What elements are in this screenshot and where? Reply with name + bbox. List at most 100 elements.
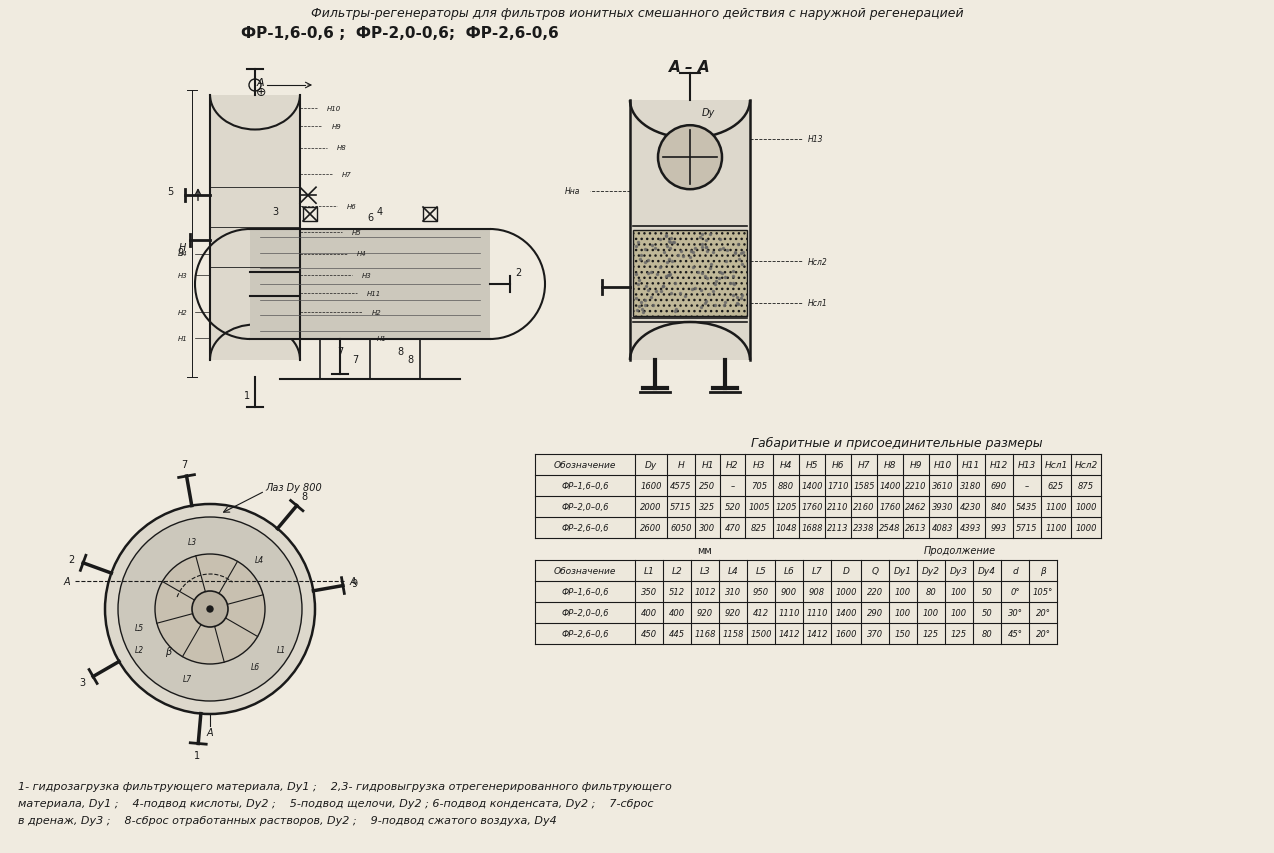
Text: 920: 920: [697, 608, 713, 618]
Text: 125: 125: [950, 630, 967, 638]
Text: 250: 250: [699, 481, 716, 490]
Text: 2613: 2613: [906, 524, 926, 532]
Text: Dy: Dy: [702, 107, 715, 118]
Text: 350: 350: [641, 588, 657, 596]
Text: А – А: А – А: [669, 61, 711, 75]
Text: 875: 875: [1078, 481, 1094, 490]
Text: 1710: 1710: [827, 481, 848, 490]
Text: H1: H1: [178, 336, 189, 342]
Text: 3: 3: [271, 206, 278, 217]
Text: ФР–2,0–0,6: ФР–2,0–0,6: [562, 502, 609, 512]
Text: –: –: [730, 481, 735, 490]
Text: A: A: [64, 577, 70, 586]
Text: Dy3: Dy3: [950, 566, 968, 575]
Text: A: A: [349, 577, 357, 586]
Text: 900: 900: [781, 588, 798, 596]
Circle shape: [206, 606, 213, 612]
Text: 1688: 1688: [801, 524, 823, 532]
Text: 5: 5: [167, 187, 173, 197]
Text: 5715: 5715: [1017, 524, 1038, 532]
Text: 950: 950: [753, 588, 769, 596]
Bar: [250, 229, 490, 339]
Text: Dy1: Dy1: [894, 566, 912, 575]
Text: 20°: 20°: [1036, 630, 1051, 638]
Text: 1600: 1600: [641, 481, 661, 490]
Text: 7: 7: [181, 460, 187, 470]
Text: –: –: [1024, 481, 1029, 490]
Text: 705: 705: [750, 481, 767, 490]
Text: ФР–2,6–0,6: ФР–2,6–0,6: [562, 630, 609, 638]
Text: Dy4: Dy4: [978, 566, 996, 575]
Text: H4: H4: [780, 461, 792, 469]
Text: Q: Q: [871, 566, 879, 575]
Text: H10: H10: [327, 106, 341, 112]
Text: 2338: 2338: [854, 524, 875, 532]
Text: Продолжение: Продолжение: [924, 545, 995, 555]
Text: H7: H7: [341, 171, 352, 177]
Text: β: β: [164, 647, 171, 656]
Text: 30°: 30°: [1008, 608, 1023, 618]
Text: H3: H3: [178, 272, 189, 278]
Text: 8: 8: [397, 346, 403, 357]
Text: 2548: 2548: [879, 524, 901, 532]
Text: H2: H2: [372, 310, 382, 316]
Text: β: β: [1040, 566, 1046, 575]
Text: H4: H4: [357, 251, 367, 258]
Text: 1: 1: [243, 391, 250, 401]
Text: 8: 8: [302, 492, 307, 502]
Text: 1000: 1000: [836, 588, 856, 596]
Text: 1168: 1168: [694, 630, 716, 638]
Text: H3: H3: [753, 461, 766, 469]
Text: ⊕: ⊕: [256, 86, 266, 100]
Bar: [423, 208, 437, 222]
Text: L4: L4: [255, 555, 264, 565]
Circle shape: [104, 504, 315, 714]
Text: L7: L7: [812, 566, 823, 575]
Text: 4: 4: [377, 206, 383, 217]
Text: H6: H6: [832, 461, 845, 469]
Text: 2: 2: [69, 554, 75, 564]
Text: Лаз Dy 800: Лаз Dy 800: [265, 483, 322, 492]
Text: L2: L2: [671, 566, 683, 575]
Text: 1000: 1000: [1075, 524, 1097, 532]
Text: 690: 690: [991, 481, 1006, 490]
Text: 1412: 1412: [778, 630, 800, 638]
Text: 4393: 4393: [961, 524, 982, 532]
Text: 2110: 2110: [827, 502, 848, 512]
Bar: [633, 230, 747, 316]
Text: 6050: 6050: [670, 524, 692, 532]
Text: 1100: 1100: [1045, 502, 1066, 512]
Text: H12: H12: [990, 461, 1008, 469]
Text: H8: H8: [338, 145, 347, 151]
Text: 4575: 4575: [670, 481, 692, 490]
Text: 220: 220: [866, 588, 883, 596]
Text: 150: 150: [894, 630, 911, 638]
Text: 1400: 1400: [801, 481, 823, 490]
Text: 100: 100: [950, 608, 967, 618]
Text: 45°: 45°: [1008, 630, 1023, 638]
Text: 310: 310: [725, 588, 741, 596]
Text: в дренаж, Dy3 ;    8-сброс отработанных растворов, Dy2 ;    9-подвод сжатого воз: в дренаж, Dy3 ; 8-сброс отработанных рас…: [18, 815, 557, 825]
Text: 80: 80: [926, 588, 936, 596]
Bar: [535, 455, 1101, 538]
Text: 1760: 1760: [801, 502, 823, 512]
Text: 2000: 2000: [641, 502, 661, 512]
Text: 920: 920: [725, 608, 741, 618]
Text: Нсл2: Нсл2: [1074, 461, 1098, 469]
Text: L3: L3: [699, 566, 711, 575]
Text: ФР–2,0–0,6: ФР–2,0–0,6: [562, 608, 609, 618]
Text: H2: H2: [178, 310, 189, 316]
Text: 5715: 5715: [670, 502, 692, 512]
Text: Обозначение: Обозначение: [554, 566, 617, 575]
Text: H9: H9: [333, 125, 341, 131]
Text: 50: 50: [982, 608, 992, 618]
Text: 1585: 1585: [854, 481, 875, 490]
Text: 625: 625: [1049, 481, 1064, 490]
Text: 8: 8: [406, 355, 413, 364]
Text: L1: L1: [643, 566, 655, 575]
Text: Габаритные и присоединительные размеры: Габаритные и присоединительные размеры: [750, 436, 1042, 449]
Text: 400: 400: [669, 608, 685, 618]
Text: 50: 50: [982, 588, 992, 596]
Text: 412: 412: [753, 608, 769, 618]
Text: 105°: 105°: [1033, 588, 1054, 596]
